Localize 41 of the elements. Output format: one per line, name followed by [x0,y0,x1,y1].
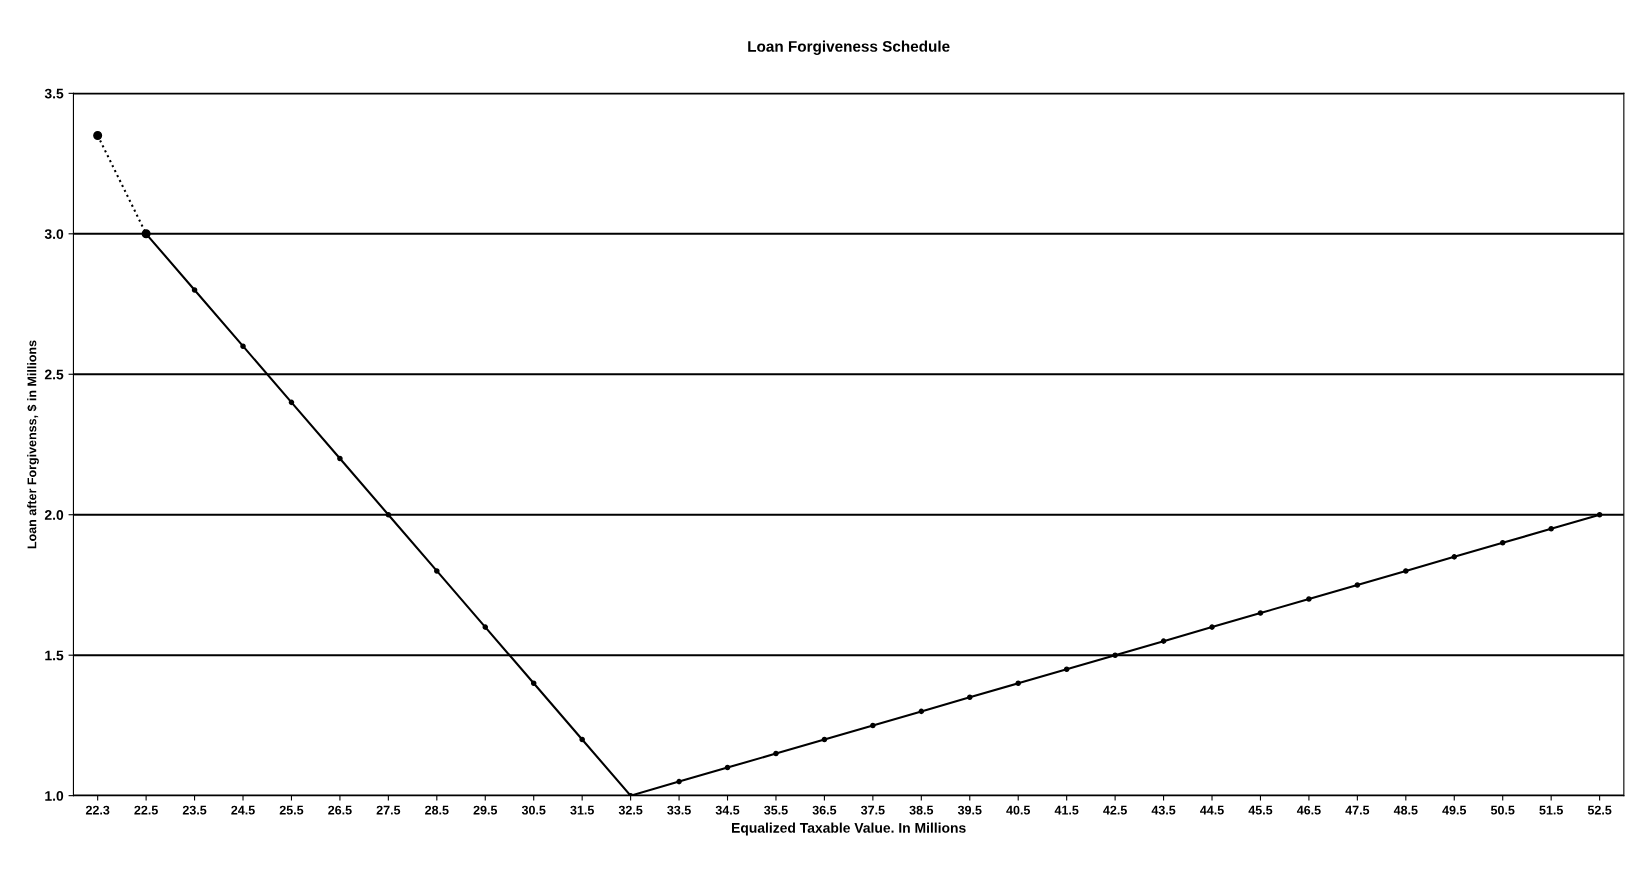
x-tick-label: 51.5 [1539,805,1563,815]
x-tick-label: 41.5 [1054,805,1079,815]
x-tick-label: 37.5 [860,805,885,815]
x-tick-label: 32.5 [618,805,643,815]
x-tick-label: 34.5 [715,805,740,815]
x-tick-label: 23.5 [182,805,207,815]
x-tick-label: 28.5 [425,805,449,815]
x-tick-label: 45.5 [1248,805,1273,815]
y-tick-label: 2.5 [44,369,64,380]
x-tick-label: 22.3 [85,805,110,815]
x-tick-label: 30.5 [521,805,546,815]
y-axis-title: Loan after Forgivenss, $ in Millions [26,340,39,549]
x-tick-label: 27.5 [376,805,401,815]
y-tick-label: 3.5 [44,88,64,99]
y-tick-label: 1.0 [45,790,64,801]
x-tick-label: 36.5 [812,805,837,815]
x-tick-label: 50.5 [1490,805,1515,815]
x-tick-label: 25.5 [279,805,304,815]
x-tick-label: 29.5 [473,805,498,815]
x-tick-label: 38.5 [909,805,934,815]
x-tick-label: 35.5 [764,805,788,815]
x-tick-label: 48.5 [1393,805,1418,815]
x-tick-label: 42.5 [1103,805,1127,815]
x-tick-label: 49.5 [1442,805,1467,815]
x-tick-label: 24.5 [231,805,255,815]
y-tick-label: 2.0 [44,510,64,520]
x-axis-title: Equalized Taxable Value. In Millions [732,822,966,836]
x-tick-label: 33.5 [667,805,691,815]
chart-title: Loan Forgiveness Schedule [748,40,950,55]
y-tick-label: 1.5 [45,650,64,661]
x-tick-label: 40.5 [1006,805,1031,815]
x-tick-label: 52.5 [1587,805,1612,815]
x-tick-label: 31.5 [570,805,594,815]
x-tick-label: 43.5 [1151,805,1176,815]
x-tick-label: 26.5 [328,805,352,815]
x-tick-label: 39.5 [957,805,982,815]
x-tick-label: 22.5 [134,805,158,815]
x-tick-label: 46.5 [1296,805,1321,815]
x-tick-label: 47.5 [1345,805,1370,815]
x-tick-label: 44.5 [1200,805,1224,815]
y-tick-label: 3.0 [44,229,64,239]
